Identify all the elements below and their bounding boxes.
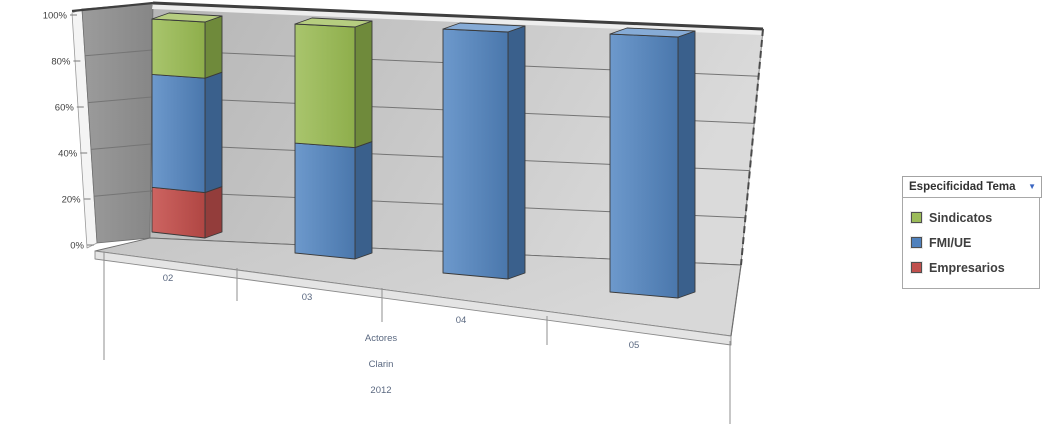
legend-color-swatch [910,236,923,249]
bar-02-Sindicatos [151,18,206,79]
bar-segment-side [204,186,223,239]
bar-03-Sindicatos [294,23,356,149]
legend-item: FMI/UE [909,230,1033,255]
floor-slab-front [94,250,732,346]
bar-segment-top [442,22,526,33]
legend-item-label: Empresarios [929,260,1005,275]
bar-segment-top [151,12,223,23]
dropdown-arrow-icon[interactable]: ▼ [1028,182,1036,191]
bar-segment-side [354,20,373,149]
wall-top-left-edge [71,1,154,13]
bar-segment-side [204,15,223,79]
bar-segment-side [507,25,526,280]
legend-item: Empresarios [909,255,1033,280]
category-label: 02 [163,273,174,284]
value-axis-label: 60% [55,103,75,114]
wall-right-edge [740,28,764,266]
axis-group-label: Clarin [369,359,394,370]
bar-segment-side [354,141,373,260]
legend-field-panel: Especificidad Tema ▼ Sindicatos FMI/UE Emp… [902,176,1042,289]
bar-02-FMI/UE [151,73,206,194]
wall-top-slab [152,3,763,35]
category-label: 03 [302,292,313,303]
category-label: 05 [629,340,640,351]
floor-right-edge [730,264,742,337]
bar-segment-side [204,71,223,194]
wall-top-edge [152,1,764,31]
bar-05-FMI/UE [609,33,679,299]
category-label: 04 [456,315,467,326]
axis-group-label: 2012 [370,385,391,396]
value-axis-label: 100% [43,11,68,22]
bar-04-FMI/UE [442,28,509,280]
gridline-side [93,190,151,197]
value-axis-label: 80% [51,57,71,68]
value-axis-label: 0% [70,241,84,252]
pivot-field-button-label: Especificidad Tema [909,181,1016,193]
bar-segment-top [609,27,696,38]
gridline-side [87,96,152,104]
value-axis-label: 40% [58,149,78,160]
legend-color-swatch [910,261,923,274]
bar-03-FMI/UE [294,142,356,260]
gridline-side [90,143,152,150]
value-axis-label: 20% [62,195,82,206]
gridline-side [84,49,153,57]
legend-item: Sindicatos [909,205,1033,230]
legend-item-label: FMI/UE [929,235,972,250]
legend-items: Sindicatos FMI/UE Empresarios [902,197,1040,289]
bar-02-Empresarios [151,186,206,239]
legend-color-swatch [910,211,923,224]
axis-group-label: Actores [365,333,397,344]
pivot-field-button[interactable]: Especificidad Tema ▼ [902,176,1042,198]
bar-segment-side [677,30,696,299]
bar-segment-top [294,17,373,28]
legend-item-label: Sindicatos [929,210,993,225]
